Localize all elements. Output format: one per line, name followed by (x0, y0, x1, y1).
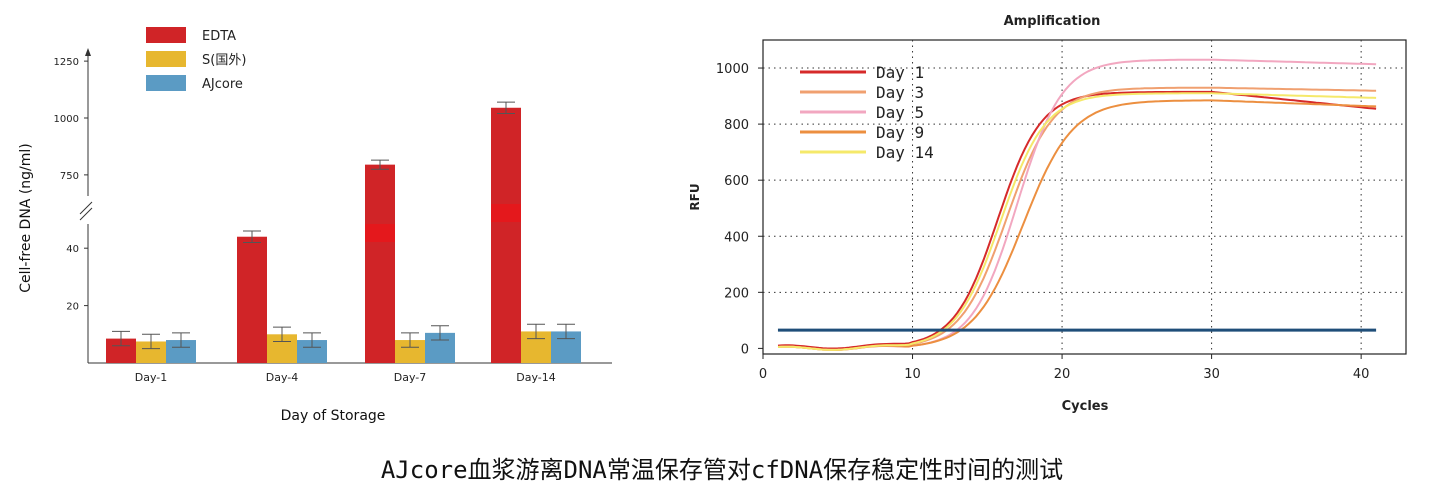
bar-edta (491, 107, 521, 363)
y-tick-label: 400 (724, 230, 749, 245)
amplification-title: Amplification (1004, 14, 1101, 29)
y-tick-label: 0 (741, 342, 749, 357)
legend-label: Day 9 (876, 123, 924, 142)
bar-y-axis-label: Cell-free DNA (ng/ml) (18, 143, 34, 292)
legend-label: S(国外) (202, 53, 246, 68)
bar-edta (237, 236, 267, 363)
bar-s (136, 341, 166, 363)
amplification-curve (777, 90, 1377, 350)
bar-y-axis-arrow (85, 48, 91, 56)
plot-area (762, 39, 1407, 355)
legend-label: Day 1 (876, 63, 924, 82)
bar-s (395, 340, 425, 363)
bar-x-tick-label: Day-7 (394, 371, 427, 384)
y-tick-label: 600 (724, 174, 749, 189)
legend-swatch (146, 27, 186, 43)
bar-ajcore (297, 340, 327, 363)
x-tick-label: 0 (759, 367, 767, 382)
y-tick-label: 200 (724, 286, 749, 301)
axis-break-mark (79, 207, 93, 221)
bar-x-axis-label: Day of Storage (281, 408, 386, 424)
legend-label: Day 5 (876, 103, 924, 122)
line-x-axis-label: Cycles (1062, 399, 1109, 414)
bar-y-tick-label: 1250 (54, 57, 79, 68)
bar-y-tick-label: 750 (60, 171, 79, 182)
bar-y-tick-label: 40 (66, 244, 79, 255)
x-tick-label: 30 (1203, 367, 1220, 382)
legend-label: Day 3 (876, 83, 924, 102)
line-y-axis-label: RFU (688, 183, 702, 210)
y-tick-label: 1000 (716, 62, 749, 77)
legend-swatch (146, 75, 186, 91)
bar-y-tick-label: 20 (66, 302, 79, 313)
legend-label: EDTA (202, 29, 236, 44)
x-tick-label: 10 (904, 367, 921, 382)
legend-swatch (146, 51, 186, 67)
bar-chart: 20 40 750 1000 1250 Day-1 Day-4 Day-7 Day-14 Day … (18, 27, 612, 424)
bar-break-highlight (365, 224, 395, 242)
legend-label: Day 14 (876, 143, 934, 162)
axis-break-mark (79, 201, 93, 215)
bar-break-highlight (491, 204, 521, 222)
figure-caption: AJcore血浆游离DNA常温保存管对cfDNA保存稳定性时间的测试 (380, 456, 1064, 484)
bar-x-tick-label: Day-4 (266, 371, 299, 384)
bar-edta (365, 164, 395, 363)
bar-x-tick-label: Day-1 (135, 371, 168, 384)
bar-x-tick-label: Day-14 (516, 371, 556, 384)
bar-ajcore (166, 340, 196, 363)
amplification-curve (777, 92, 1377, 351)
x-tick-label: 40 (1353, 367, 1370, 382)
legend-label: AJcore (202, 77, 243, 92)
bar-y-tick-label: 1000 (54, 114, 79, 125)
y-tick-label: 800 (724, 118, 749, 133)
x-tick-label: 20 (1054, 367, 1071, 382)
